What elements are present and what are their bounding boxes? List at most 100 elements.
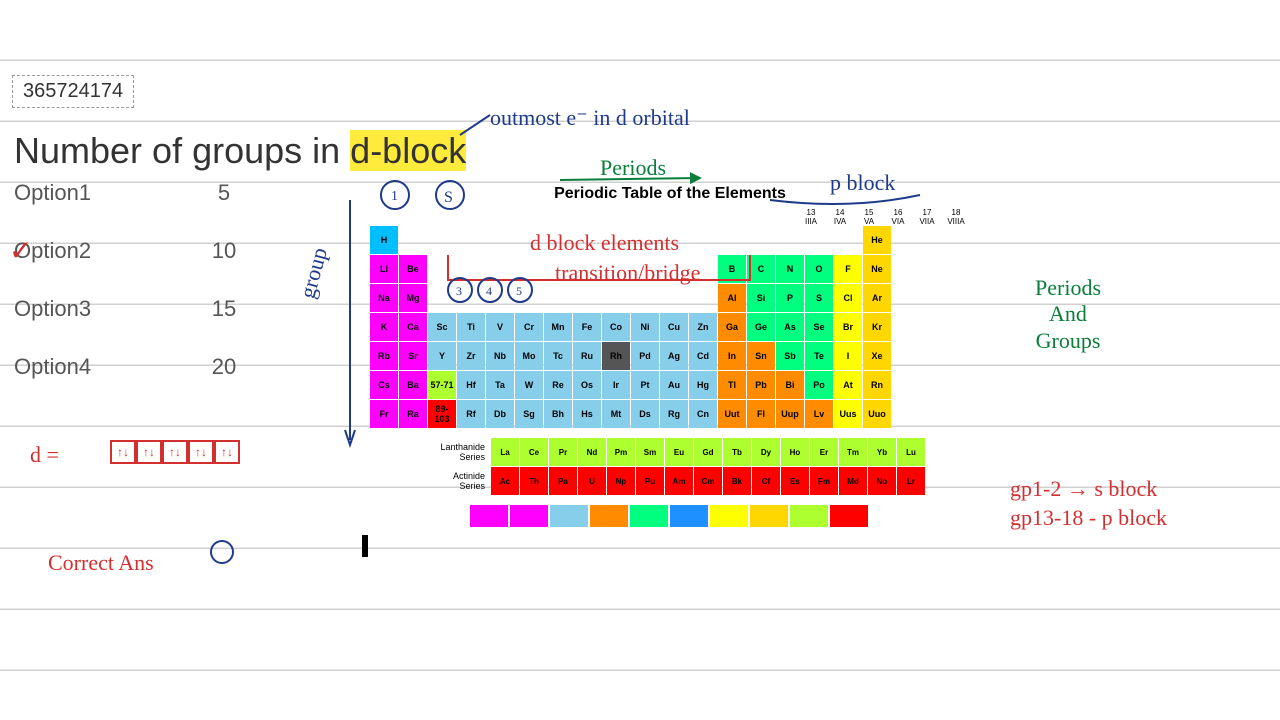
checkmark-icon: ✓ (9, 234, 32, 268)
pt-cell: 89-103 (428, 400, 456, 428)
pt-cell: Ti (457, 313, 485, 341)
la-cell: Cf (752, 467, 780, 495)
pt-cell (428, 226, 456, 254)
pt-cell: Mt (602, 400, 630, 428)
annotation-gp-notes: gp1-2 → s block gp13-18 - p block (1010, 475, 1167, 532)
pt-cell: Zr (457, 342, 485, 370)
pt-cell: Be (399, 255, 427, 283)
legend-box (470, 505, 508, 527)
group-headers: 13IIIA14IVA15VA16VIA17VIIA18VIIIA (797, 208, 970, 226)
la-cell: Sm (636, 438, 664, 466)
group-header: 17VIIA (913, 208, 941, 226)
pt-cell: Hf (457, 371, 485, 399)
pt-cell: Rb (370, 342, 398, 370)
pt-cell: Pd (631, 342, 659, 370)
la-cell: Md (839, 467, 867, 495)
pt-cell: Y (428, 342, 456, 370)
option-row: Option3 15 (14, 296, 254, 322)
group-header: 18VIIIA (942, 208, 970, 226)
la-cell: Th (520, 467, 548, 495)
pt-cell: Au (660, 371, 688, 399)
pt-cell: Li (370, 255, 398, 283)
pt-cell: At (834, 371, 862, 399)
pt-cell (457, 284, 485, 312)
pt-cell: Na (370, 284, 398, 312)
pt-cell: Mo (515, 342, 543, 370)
pt-cell: Uut (718, 400, 746, 428)
option-row: Option4 20 (14, 354, 254, 380)
option-row: Option1 5 (14, 180, 254, 206)
pt-cell (776, 226, 804, 254)
pt-cell: Al (718, 284, 746, 312)
la-cell: Er (810, 438, 838, 466)
pt-cell: Cn (689, 400, 717, 428)
la-cell: Es (781, 467, 809, 495)
la-cell: Pu (636, 467, 664, 495)
pt-cell: Mg (399, 284, 427, 312)
group-header: 13IIIA (797, 208, 825, 226)
pt-cell: Fr (370, 400, 398, 428)
la-cell: U (578, 467, 606, 495)
pt-cell: O (805, 255, 833, 283)
option-value: 10 (194, 238, 254, 264)
pt-cell: Tl (718, 371, 746, 399)
option-value: 5 (194, 180, 254, 206)
lanth-act-series: Lanthanide Series LaCePrNdPmSmEuGdTbDyHo… (430, 438, 970, 495)
pt-cell: Co (602, 313, 630, 341)
la-cell: Ce (520, 438, 548, 466)
la-cell: Ac (491, 467, 519, 495)
pt-cell: Kr (863, 313, 891, 341)
la-cell: Ho (781, 438, 809, 466)
annotation-periods-groups: Periods And Groups (1035, 275, 1101, 354)
pt-cell (747, 226, 775, 254)
pt-cell: Po (805, 371, 833, 399)
pt-cell: Cu (660, 313, 688, 341)
pt-cell: Ir (602, 371, 630, 399)
pt-cell: Ds (631, 400, 659, 428)
legend-box (830, 505, 868, 527)
pt-cell (457, 255, 485, 283)
legend-box (750, 505, 788, 527)
la-cell: La (491, 438, 519, 466)
la-cell: Yb (868, 438, 896, 466)
option-label: Option3 (14, 296, 194, 322)
pt-cell: 57-71 (428, 371, 456, 399)
pt-cell (399, 226, 427, 254)
annotation-d-label: d = (30, 442, 59, 468)
pt-cell: Rh (602, 342, 630, 370)
pt-cell (457, 226, 485, 254)
la-cell: Pr (549, 438, 577, 466)
pt-cell (689, 226, 717, 254)
pt-cell: Bi (776, 371, 804, 399)
pt-cell: Ta (486, 371, 514, 399)
option-row: ✓ Option2 10 (14, 238, 254, 264)
pt-cell: He (863, 226, 891, 254)
pt-cell: S (805, 284, 833, 312)
pt-cell: Ne (863, 255, 891, 283)
la-cell: Cm (694, 467, 722, 495)
pt-cell (602, 284, 630, 312)
legend (470, 505, 970, 527)
pt-cell: Os (573, 371, 601, 399)
la-cell: No (868, 467, 896, 495)
pt-cell: Br (834, 313, 862, 341)
annotation-outmost: outmost e⁻ in d orbital (490, 105, 690, 131)
pt-cell (486, 284, 514, 312)
d-orbital-boxes: ↑↓ ↑↓ ↑↓ ↑↓ ↑↓ (110, 440, 240, 464)
pt-cell (544, 284, 572, 312)
lanthanide-row: LaCePrNdPmSmEuGdTbDyHoErTmYbLu (491, 438, 925, 466)
act-label: Actinide Series (430, 467, 485, 495)
pt-cell: Uus (834, 400, 862, 428)
la-cell: Eu (665, 438, 693, 466)
pt-cell: Se (805, 313, 833, 341)
pt-cell: Sb (776, 342, 804, 370)
question-highlight: d-block (350, 130, 466, 171)
group-header: 14IVA (826, 208, 854, 226)
la-cell: Fm (810, 467, 838, 495)
pt-cell: Sc (428, 313, 456, 341)
option-value: 20 (194, 354, 254, 380)
pt-cell: Ru (573, 342, 601, 370)
pt-cell (486, 226, 514, 254)
pt-cell (660, 284, 688, 312)
pt-cell: Zn (689, 313, 717, 341)
